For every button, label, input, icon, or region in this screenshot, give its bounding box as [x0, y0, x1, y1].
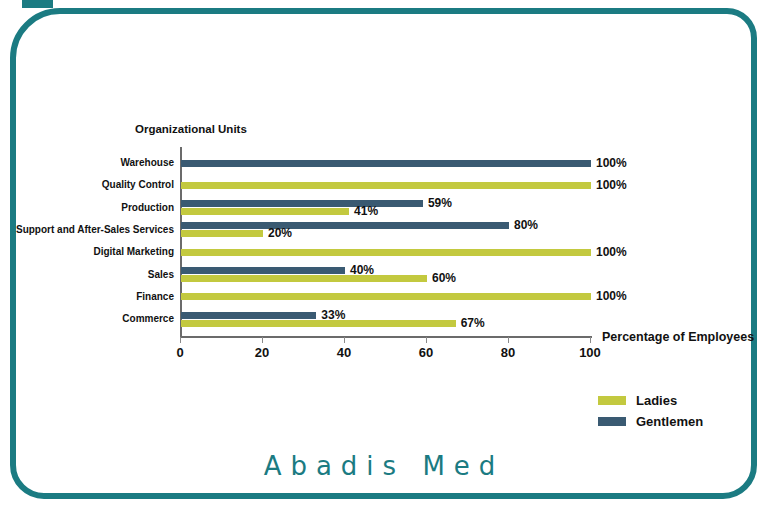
category-label: Commerce: [0, 312, 174, 326]
y-axis-line: [180, 147, 182, 337]
bar-gentlemen: [181, 267, 345, 274]
bar-value-label: 80%: [514, 219, 538, 232]
x-tick-label: 60: [406, 345, 446, 360]
x-tick-label: 20: [242, 345, 282, 360]
infographic-canvas: Organizational Units Warehouse100%Qualit…: [0, 0, 768, 512]
bar-chart: Warehouse 100% Quality Control 100% Producti…: [0, 0, 768, 512]
ladies-color-swatch: [598, 396, 626, 405]
legend: Ladies Gentlemen: [598, 393, 703, 428]
bar-gentlemen: [181, 222, 509, 229]
bar-ladies: [181, 208, 349, 215]
x-tick-label: 40: [324, 345, 364, 360]
bar-value-label: 100%: [596, 157, 627, 170]
x-tick-label: 100: [570, 345, 610, 360]
legend-item-ladies: Ladies: [598, 393, 703, 407]
bar-gentlemen: [181, 200, 423, 207]
legend-item-gentlemen: Gentlemen: [598, 414, 703, 428]
x-axis-line: [180, 336, 592, 338]
x-tick: [426, 337, 427, 343]
bar-ladies: [181, 249, 591, 256]
bar-value-label: 100%: [596, 179, 627, 192]
x-tick-label: 0: [160, 345, 200, 360]
x-tick: [590, 337, 591, 343]
bar-ladies: [181, 320, 456, 327]
x-tick: [344, 337, 345, 343]
x-tick: [180, 337, 181, 343]
bar-value-label: 60%: [432, 272, 456, 285]
bar-value-label: 100%: [596, 290, 627, 303]
x-tick: [262, 337, 263, 343]
bar-gentlemen: [181, 160, 591, 167]
gentlemen-color-swatch: [598, 417, 626, 426]
bar-value-label: 59%: [428, 197, 452, 210]
bar-value-label: 41%: [354, 205, 378, 218]
bar-gentlemen: [181, 312, 316, 319]
legend-label-gentlemen: Gentlemen: [636, 414, 703, 429]
bar-value-label: 20%: [268, 227, 292, 240]
bar-value-label: 67%: [461, 317, 485, 330]
bar-ladies: [181, 230, 263, 237]
category-label: Quality Control: [0, 178, 174, 192]
category-label: Digital Marketing: [0, 245, 174, 259]
category-label: Finance: [0, 290, 174, 304]
category-label: Production: [0, 201, 174, 215]
bar-ladies: [181, 275, 427, 282]
category-label: Sales: [0, 268, 174, 282]
bar-ladies: [181, 293, 591, 300]
x-axis-title: Percentage of Employees: [602, 330, 754, 344]
category-label: Support and After-Sales Services: [0, 223, 174, 237]
brand-wordmark: Abadis Med: [0, 451, 768, 481]
legend-label-ladies: Ladies: [636, 393, 677, 408]
bar-value-label: 100%: [596, 246, 627, 259]
bar-ladies: [181, 182, 591, 189]
x-tick: [508, 337, 509, 343]
x-tick-label: 80: [488, 345, 528, 360]
category-label: Warehouse: [0, 156, 174, 170]
